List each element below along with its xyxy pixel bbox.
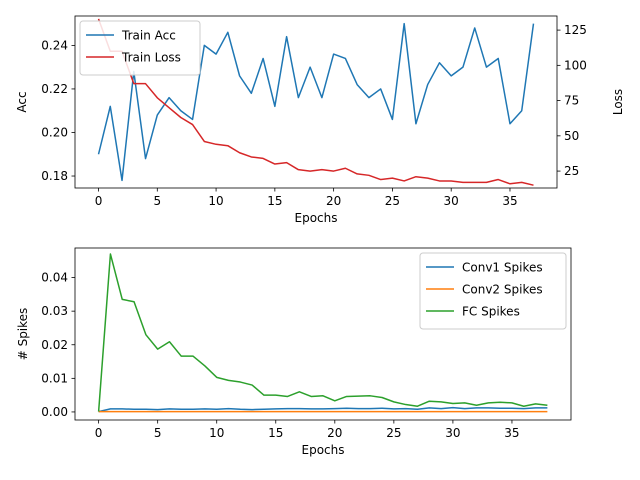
plot-frame	[74, 15, 558, 189]
legend-entry: FC Spikes	[462, 305, 520, 319]
y-tick-label: 0.04	[41, 271, 68, 285]
x-tick-label: 30	[445, 426, 460, 440]
x-axis-label: Epochs	[302, 443, 345, 457]
legend-entry: Conv1 Spikes	[462, 261, 543, 275]
legend-box	[419, 252, 567, 330]
x-tick-label: 15	[267, 194, 282, 208]
x-tick-label: 10	[208, 194, 223, 208]
legend-entry: Conv2 Spikes	[462, 283, 543, 297]
y-tick-label: 0.20	[41, 125, 68, 139]
y2-tick-label: 100	[564, 58, 587, 72]
y2-tick-label: 25	[564, 164, 579, 178]
y2-tick-label: 125	[564, 23, 587, 37]
y-tick-label: 0.18	[41, 169, 68, 183]
x-tick-label: 30	[444, 194, 459, 208]
y-tick-label: 0.03	[41, 304, 68, 318]
x-tick-label: 20	[326, 194, 341, 208]
x-tick-label: 35	[502, 194, 517, 208]
x-axis-label: Epochs	[295, 211, 338, 225]
y-tick-label: 0.01	[41, 371, 68, 385]
y-axis-label: Acc	[15, 91, 29, 112]
x-tick-label: 0	[95, 426, 103, 440]
legend-entry: Train Acc	[121, 29, 176, 43]
x-tick-label: 25	[386, 426, 401, 440]
y-axis-label: # Spikes	[16, 308, 30, 361]
x-tick-label: 20	[327, 426, 342, 440]
y2-tick-label: 75	[564, 94, 579, 108]
y-tick-label: 0.02	[41, 338, 68, 352]
legend-entry: Train Loss	[121, 51, 181, 65]
plot-frame	[74, 247, 572, 421]
y-tick-label: 0.24	[41, 38, 68, 52]
bottom-plot: 0 5 10 15 20 25 30 35 0.00 0.01 0.02 0.03 0.04 Epochs…	[16, 247, 572, 457]
y-tick-label: 0.00	[41, 405, 68, 419]
y-tick-label: 0.22	[41, 82, 68, 96]
series-line-train-acc	[97, 22, 535, 182]
x-tick-label: 25	[385, 194, 400, 208]
series-line-conv1-spikes	[98, 406, 548, 413]
x-tick-label: 10	[209, 426, 224, 440]
x-tick-label: 5	[153, 194, 161, 208]
x-tick-label: 0	[95, 194, 103, 208]
series-line-train-loss	[97, 18, 534, 186]
x-tick-label: 5	[154, 426, 162, 440]
x-tick-label: 15	[268, 426, 283, 440]
x-tick-label: 35	[504, 426, 519, 440]
top-plot: 0 5 10 15 20 25 30 35 0.18 0.20 0.22 0.24 25 50 75 100 1…	[15, 15, 625, 225]
series-line-fc-spikes	[97, 253, 548, 412]
y2-axis-label: Loss	[611, 89, 625, 115]
y2-tick-label: 50	[564, 129, 579, 143]
